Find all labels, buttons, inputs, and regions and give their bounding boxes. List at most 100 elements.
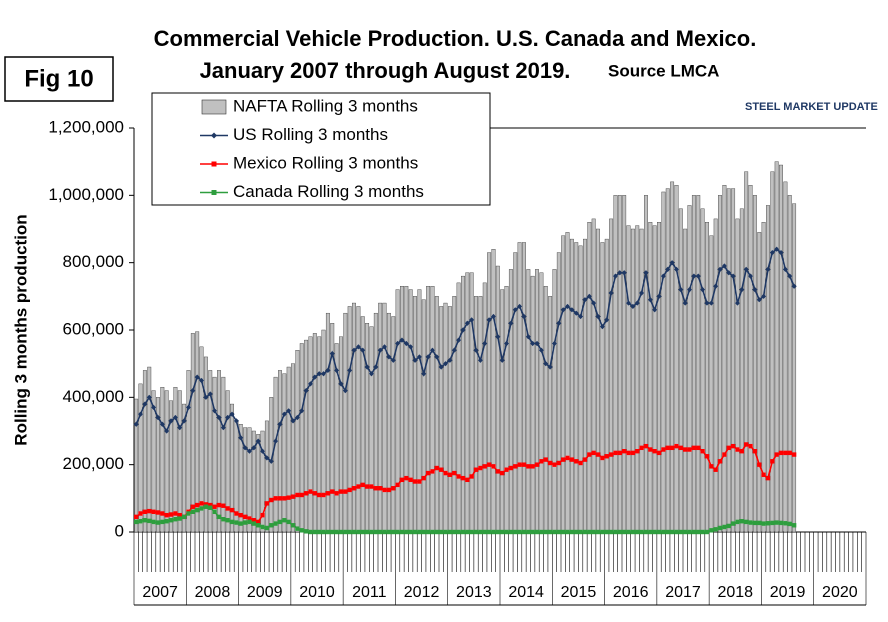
bar [665,188,670,533]
bar [696,195,701,533]
marker [203,504,209,509]
bar [539,272,544,533]
marker [190,504,196,509]
marker [478,465,483,471]
marker [264,525,270,531]
marker [569,457,575,462]
marker [356,529,361,535]
marker [294,414,300,421]
marker [643,443,649,449]
marker [473,347,479,353]
bar [757,232,762,533]
marker [783,521,788,526]
marker [700,529,705,535]
bar [212,376,217,533]
marker [704,300,710,306]
marker [691,445,697,451]
marker [194,502,200,508]
marker [295,526,300,531]
bar [134,398,139,533]
marker [630,303,636,310]
bar [430,286,435,533]
marker [456,529,461,535]
marker [282,518,287,523]
marker [194,507,200,513]
marker [482,529,487,535]
marker [460,475,466,481]
marker [360,347,366,353]
marker [582,529,588,535]
marker [438,364,444,370]
marker [730,521,736,526]
marker [648,447,653,452]
marker [347,367,353,373]
x-tick-label: 2013 [456,584,492,601]
bar [482,282,487,533]
bar [365,323,370,533]
marker [151,404,157,411]
bar [225,390,230,533]
bar [308,336,313,533]
marker [421,475,426,481]
marker [695,273,701,279]
marker [417,479,422,484]
marker [277,519,283,525]
marker [229,411,235,417]
marker [778,450,784,456]
marker [665,266,671,272]
marker [508,529,514,535]
marker [625,300,632,306]
marker [735,519,740,525]
legend-label: US Rolling 3 months [233,125,388,144]
marker [351,347,357,353]
bar [282,373,287,533]
marker [138,519,143,524]
x-tick-label: 2018 [717,584,753,601]
marker [299,408,305,414]
marker [190,509,196,514]
marker [513,464,518,469]
bar [177,390,182,533]
marker [382,529,387,535]
marker [259,448,266,454]
bar [522,242,526,533]
bar [369,326,374,533]
marker [761,293,767,299]
marker [138,511,143,516]
marker [639,529,644,535]
marker [595,452,601,457]
y-tick-label: 600,000 [63,319,124,338]
marker [247,519,252,525]
marker [565,529,570,535]
marker [743,266,749,272]
marker [569,307,575,313]
marker [386,354,392,360]
marker [447,529,453,535]
marker [682,529,688,535]
marker [290,523,296,528]
bar [565,232,570,533]
marker [391,486,396,491]
marker [212,509,217,514]
bar [670,181,675,533]
marker [198,377,205,384]
marker [617,270,623,276]
marker [517,462,522,467]
marker [316,371,322,377]
marker [486,317,492,323]
marker [429,347,436,353]
marker [504,529,509,535]
marker [639,445,644,451]
marker [761,521,766,526]
marker [757,520,762,526]
marker [543,361,549,367]
marker [682,300,688,306]
marker [660,273,666,279]
marker [739,519,745,524]
marker [199,501,204,506]
bar [260,430,265,533]
marker [730,443,736,449]
marker [708,300,714,306]
marker [229,519,235,525]
marker [299,492,304,498]
